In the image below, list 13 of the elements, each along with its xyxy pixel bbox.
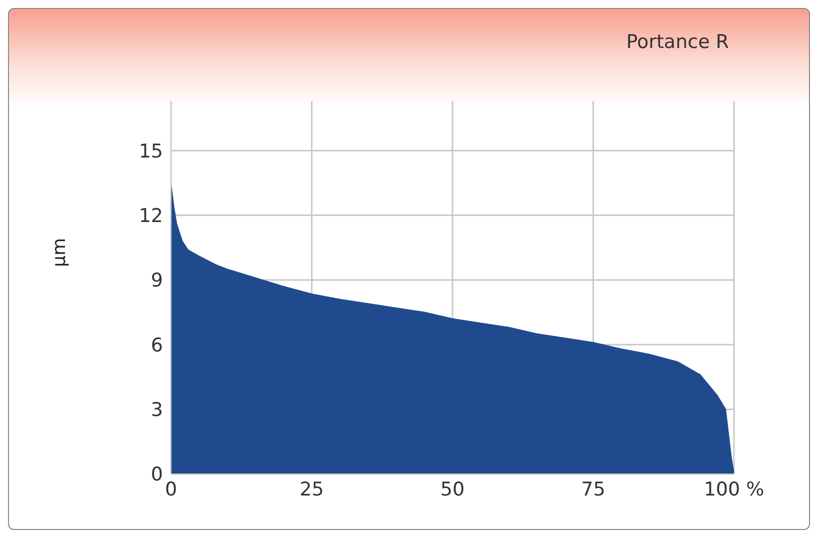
x-tick-label: 75 [581, 478, 606, 500]
y-tick-label: 15 [138, 140, 163, 162]
y-tick-label: 9 [150, 270, 163, 292]
y-tick-label: 3 [150, 399, 163, 422]
chart-title: Portance R [626, 31, 729, 53]
y-axis-title: µm [49, 238, 70, 267]
x-tick-label: 0 [164, 478, 178, 500]
x-tick-label: 50 [440, 478, 465, 500]
x-tick-label: 100 % [704, 478, 764, 500]
y-tick-label: 0 [150, 464, 163, 486]
y-tick-label: 12 [138, 205, 163, 228]
x-tick-label: 25 [300, 478, 324, 500]
y-tick-label: 6 [150, 334, 163, 356]
